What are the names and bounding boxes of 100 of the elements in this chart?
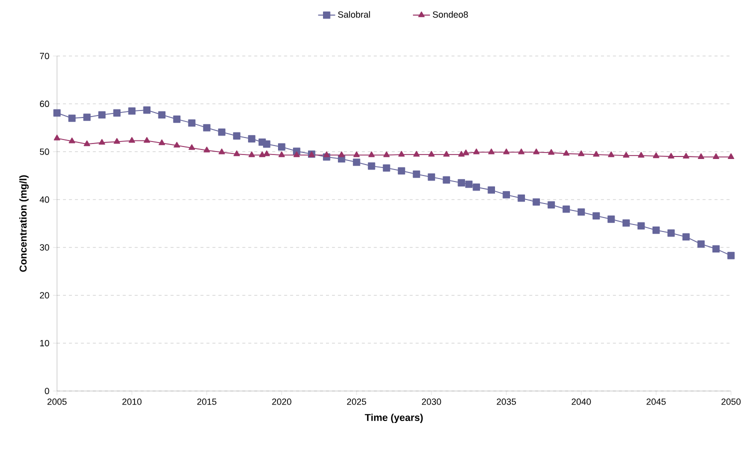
point xyxy=(428,173,436,181)
point xyxy=(174,142,180,148)
point xyxy=(532,198,540,206)
y-tick-label: 10 xyxy=(40,340,50,346)
point xyxy=(578,208,585,216)
y-tick-label: 20 xyxy=(40,292,50,298)
point xyxy=(248,151,255,158)
point xyxy=(158,139,166,146)
point xyxy=(218,128,226,136)
point xyxy=(353,151,360,158)
point xyxy=(54,134,60,140)
point xyxy=(382,164,390,172)
point xyxy=(412,170,420,178)
point xyxy=(622,152,630,158)
point xyxy=(143,106,151,114)
point xyxy=(462,150,470,156)
x-tick-label: 2045 xyxy=(646,398,666,405)
x-axis-title: Time (years) xyxy=(364,414,423,423)
point xyxy=(278,151,285,158)
point xyxy=(682,152,690,159)
point xyxy=(53,109,61,117)
point xyxy=(413,150,420,157)
point xyxy=(383,151,390,158)
point xyxy=(128,137,136,143)
point xyxy=(465,180,473,188)
x-tick-label: 2030 xyxy=(422,398,442,405)
point xyxy=(398,150,405,157)
point xyxy=(263,150,270,156)
point xyxy=(368,162,376,170)
point xyxy=(323,151,330,158)
point xyxy=(114,138,120,144)
point xyxy=(128,107,136,115)
point xyxy=(98,111,106,119)
point xyxy=(84,140,90,146)
point xyxy=(652,152,660,158)
point xyxy=(533,148,540,154)
y-tick-label: 50 xyxy=(40,148,50,155)
point xyxy=(113,109,121,117)
x-tick-label: 2020 xyxy=(272,398,292,405)
y-tick-label: 0 xyxy=(44,388,50,394)
point xyxy=(68,114,76,122)
point xyxy=(488,148,495,154)
point xyxy=(562,205,570,213)
point xyxy=(548,201,555,208)
y-tick-label: 60 xyxy=(40,100,50,108)
point xyxy=(234,150,240,156)
point xyxy=(398,167,406,175)
legend-label: Salobral xyxy=(338,11,370,18)
point xyxy=(233,132,240,140)
point xyxy=(667,229,675,237)
point xyxy=(697,240,705,248)
point xyxy=(608,151,614,158)
point xyxy=(458,150,465,157)
point xyxy=(188,119,196,127)
point xyxy=(592,212,600,220)
point xyxy=(458,179,466,186)
point xyxy=(173,116,180,123)
point xyxy=(258,151,266,158)
point xyxy=(428,150,435,157)
point xyxy=(712,153,720,160)
point xyxy=(728,153,734,160)
point xyxy=(293,151,300,158)
point xyxy=(622,219,630,227)
y-axis-title: Concentration (mg/l) xyxy=(19,175,29,272)
point xyxy=(518,148,525,154)
point xyxy=(652,226,660,234)
y-tick-label: 40 xyxy=(40,196,50,203)
point xyxy=(442,176,450,184)
point xyxy=(68,138,76,144)
point xyxy=(682,233,690,241)
point xyxy=(158,111,166,119)
point xyxy=(503,148,510,154)
point xyxy=(188,144,196,150)
point xyxy=(578,150,584,156)
y-tick-label: 30 xyxy=(40,244,50,251)
x-tick-label: 2035 xyxy=(496,398,516,405)
x-tick-label: 2040 xyxy=(572,398,591,405)
y-tick-label: 70 xyxy=(40,52,50,60)
x-tick-label: 2010 xyxy=(122,398,142,405)
x-tick-label: 2050 xyxy=(721,398,741,405)
x-tick-label: 2025 xyxy=(347,398,366,405)
point xyxy=(563,150,570,156)
point xyxy=(668,152,674,159)
point xyxy=(592,150,600,157)
point xyxy=(472,183,480,191)
point xyxy=(548,149,554,155)
point xyxy=(473,148,480,154)
point xyxy=(83,114,91,121)
x-tick-label: 2005 xyxy=(47,398,67,405)
point xyxy=(352,158,360,166)
x-tick-label: 2015 xyxy=(197,398,216,405)
point xyxy=(368,151,375,158)
point xyxy=(727,252,735,260)
point xyxy=(263,140,270,148)
point xyxy=(278,143,286,151)
point xyxy=(637,222,645,230)
point xyxy=(203,124,210,132)
point xyxy=(518,194,525,202)
point xyxy=(248,135,256,142)
point xyxy=(204,146,210,152)
